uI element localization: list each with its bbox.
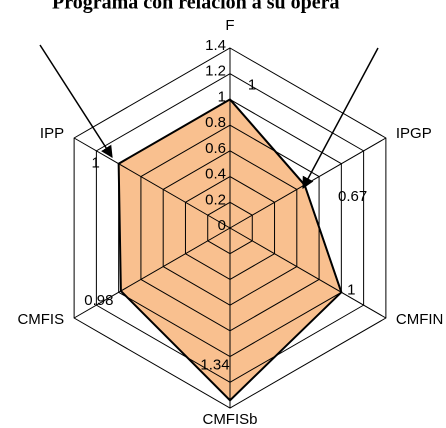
data-label: 1.34 xyxy=(200,356,229,373)
data-label: 0.98 xyxy=(84,292,113,309)
data-label: 1 xyxy=(91,155,99,172)
chart-title: Programa con relación a su opera xyxy=(52,0,340,14)
y-tick-label: 0 xyxy=(218,217,226,234)
spoke xyxy=(73,137,231,229)
y-tick-label: 0.8 xyxy=(205,114,226,131)
data-label: 1 xyxy=(248,76,256,93)
spoke xyxy=(73,227,231,319)
axis-label: CMFISb xyxy=(202,411,257,428)
spoke xyxy=(229,227,387,319)
axis-label: CMFIS xyxy=(17,311,64,328)
axis-label: IPGP xyxy=(396,125,432,142)
data-label: 1 xyxy=(347,281,355,298)
axis-label: CMFIN xyxy=(396,311,444,328)
arrow xyxy=(39,44,113,159)
y-tick-label: 0.4 xyxy=(205,166,226,183)
y-tick-label: 1.2 xyxy=(205,63,226,80)
axis-label: IPP xyxy=(40,125,64,142)
axis-label: F xyxy=(225,17,234,34)
y-tick-label: 1 xyxy=(218,88,226,105)
y-tick-label: 0.2 xyxy=(205,191,226,208)
data-label: 0.67 xyxy=(338,188,367,205)
y-tick-label: 0.6 xyxy=(205,140,226,157)
arrow xyxy=(302,47,379,190)
plot-area: 0 0.2 0.4 0.6 0.8 1 1.2 1.4 F IPGP CMFIN CMFISb CMFI… xyxy=(17,17,443,428)
y-tick-label: 1.4 xyxy=(205,37,226,54)
